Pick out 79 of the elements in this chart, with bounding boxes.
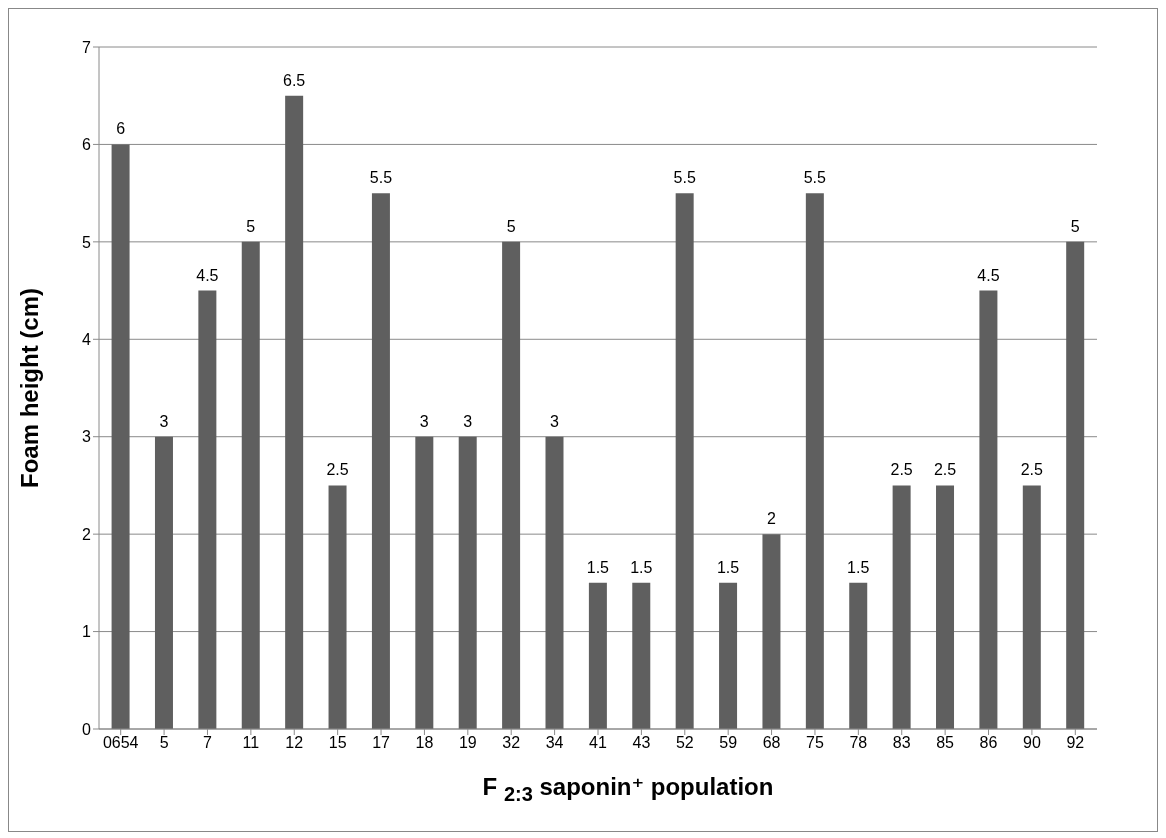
- bar: [849, 582, 868, 729]
- x-tick-label: 17: [372, 734, 391, 752]
- x-tick-label: 41: [589, 734, 607, 752]
- bar: [1022, 485, 1041, 729]
- x-tick-label: 19: [458, 734, 477, 752]
- data-label: 3: [419, 412, 429, 430]
- data-label: 1.5: [586, 558, 610, 576]
- x-tick-label: 43: [632, 734, 651, 752]
- bar: [936, 485, 955, 729]
- bar: [371, 193, 390, 729]
- data-label: 1.5: [716, 558, 740, 576]
- bar: [979, 290, 998, 729]
- bar: [545, 436, 564, 729]
- data-label: 6: [116, 120, 126, 138]
- x-tick-label: 52: [675, 734, 694, 752]
- bar: [719, 582, 738, 729]
- bar: [762, 534, 781, 729]
- bar: [632, 582, 651, 729]
- x-tick-label: 75: [806, 734, 824, 752]
- data-label: 2.5: [933, 461, 957, 479]
- x-tick-label: 90: [1023, 734, 1041, 752]
- data-label: 3: [550, 412, 560, 430]
- x-tick-label: 18: [415, 734, 434, 752]
- x-tick-label: 12: [285, 734, 304, 752]
- x-tick-label: 92: [1066, 734, 1085, 752]
- x-tick-label: 78: [849, 734, 868, 752]
- x-tick-label: 32: [502, 734, 521, 752]
- y-tick-label: 3: [82, 428, 92, 446]
- bar: [241, 241, 260, 729]
- data-label: 5: [506, 217, 516, 235]
- x-tick-label: 59: [719, 734, 738, 752]
- x-tick-label: 83: [892, 734, 911, 752]
- x-tick-label: 11: [242, 734, 260, 752]
- y-tick-label: 5: [82, 233, 92, 251]
- data-label: 3: [463, 412, 473, 430]
- data-label: 5.5: [673, 169, 696, 187]
- x-tick-label: 0654: [102, 734, 139, 752]
- bar: [111, 144, 130, 729]
- x-axis-title: F $_{2:3}$ saponin⁺ population: [481, 773, 775, 806]
- data-label: 4.5: [977, 266, 1000, 284]
- x-tick-label: 7: [203, 734, 213, 752]
- x-tick-label: 85: [936, 734, 955, 752]
- bar: [285, 95, 304, 729]
- x-tick-label: 68: [762, 734, 781, 752]
- data-label: 1.5: [630, 558, 653, 576]
- data-label: 5.5: [803, 169, 827, 187]
- data-label: 4.5: [196, 266, 219, 284]
- bar: [415, 436, 434, 729]
- y-tick-label: 4: [82, 330, 92, 348]
- bar: [458, 436, 477, 729]
- data-label: 2: [767, 510, 776, 528]
- bar: [675, 193, 694, 729]
- y-tick-label: 0: [82, 720, 92, 738]
- bar: [892, 485, 911, 729]
- data-label: 1.5: [847, 558, 870, 576]
- data-label: 2.5: [1020, 461, 1044, 479]
- data-label: 2.5: [326, 461, 349, 479]
- y-axis-title: Foam height (cm): [15, 287, 43, 489]
- bar: [198, 290, 217, 729]
- bar: [588, 582, 607, 729]
- bar: [154, 436, 173, 729]
- y-tick-label: 7: [82, 38, 92, 56]
- data-label: 2.5: [890, 461, 913, 479]
- bar: [1066, 241, 1085, 729]
- data-label: 6.5: [283, 71, 306, 89]
- y-tick-label: 1: [82, 623, 92, 641]
- bar: [805, 193, 824, 729]
- data-label: 5: [246, 217, 256, 235]
- y-tick-label: 2: [82, 525, 92, 543]
- y-tick-label: 6: [82, 136, 92, 154]
- bar: [328, 485, 347, 729]
- x-tick-label: 15: [328, 734, 347, 752]
- data-label: 5.5: [369, 169, 393, 187]
- x-tick-label: 86: [979, 734, 998, 752]
- x-tick-label: 34: [545, 734, 564, 752]
- bar: [502, 241, 521, 729]
- data-label: 3: [159, 412, 169, 430]
- x-tick-label: 5: [159, 734, 169, 752]
- data-label: 5: [1070, 217, 1080, 235]
